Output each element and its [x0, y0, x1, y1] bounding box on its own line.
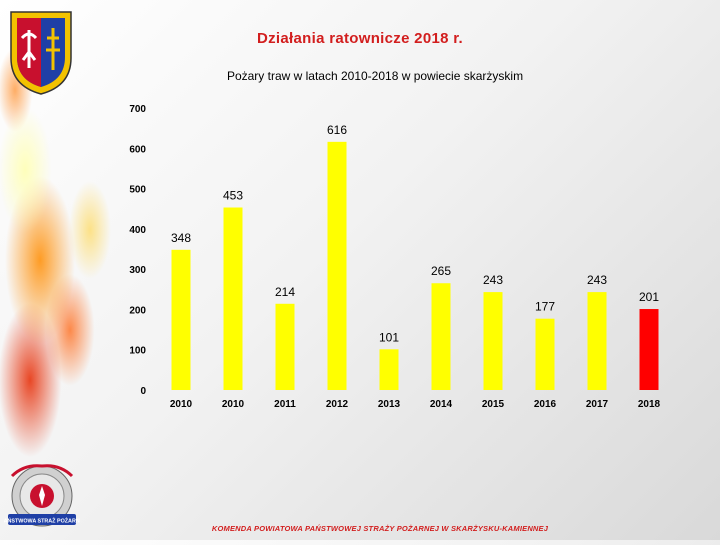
x-tick-label: 2016: [534, 399, 557, 410]
bar-2013: [379, 349, 399, 390]
data-label: 616: [327, 123, 347, 137]
badge-label: PAŃSTWOWA STRAŻ POŻARNA: [4, 517, 80, 525]
bar-series: [171, 141, 659, 390]
y-tick-label: 0: [140, 386, 146, 397]
bar-2011: [275, 303, 295, 390]
y-tick-label: 600: [129, 144, 146, 155]
data-label: 348: [171, 231, 191, 245]
bar-2018: [639, 309, 659, 390]
y-tick-label: 500: [129, 185, 146, 196]
data-label: 243: [483, 273, 503, 287]
y-tick-label: 200: [129, 305, 146, 316]
x-axis: 2010 2010 2011 2012 2013 2014 2015 2016 2017 2018: [170, 399, 661, 410]
x-tick-label: 2010: [222, 399, 245, 410]
bar-2012: [327, 141, 347, 390]
data-label: 265: [431, 264, 451, 278]
x-tick-label: 2017: [586, 399, 609, 410]
data-label: 101: [379, 330, 399, 344]
bar-2010: [223, 207, 243, 390]
x-tick-label: 2010: [170, 399, 193, 410]
x-tick-label: 2018: [638, 399, 661, 410]
fire-service-badge-icon: PAŃSTWOWA STRAŻ POŻARNA: [4, 464, 80, 527]
data-label: 243: [587, 273, 607, 287]
bar-2015: [483, 292, 503, 390]
y-tick-label: 700: [129, 104, 146, 115]
bar-2016: [535, 318, 555, 390]
x-tick-label: 2015: [482, 399, 505, 410]
x-tick-label: 2013: [378, 399, 401, 410]
x-tick-label: 2014: [430, 399, 453, 410]
data-label: 201: [639, 290, 659, 304]
bar-2014: [431, 283, 451, 390]
slide-title: Działania ratownicze 2018 r.: [257, 30, 463, 47]
data-label: 177: [535, 300, 555, 314]
data-label: 214: [275, 285, 295, 299]
slide-footer: KOMENDA POWIATOWA PAŃSTWOWEJ STRAŻY POŻA…: [211, 524, 549, 533]
y-tick-label: 300: [129, 265, 146, 276]
bar-2017: [587, 292, 607, 390]
flame-decoration: [0, 0, 130, 540]
data-labels: 348 453 214 616 101 265 243 177 243 201: [171, 123, 659, 344]
chart-title: Pożary traw w latach 2010-2018 w powieci…: [227, 69, 523, 83]
data-label: 453: [223, 189, 243, 203]
y-tick-label: 400: [129, 225, 146, 236]
y-axis: 0 100 200 300 400 500 600 700: [129, 104, 146, 397]
bar-2010: [171, 249, 191, 390]
coat-of-arms-icon: [10, 11, 72, 95]
x-tick-label: 2011: [274, 399, 296, 410]
y-tick-label: 100: [129, 346, 146, 357]
x-tick-label: 2012: [326, 399, 349, 410]
